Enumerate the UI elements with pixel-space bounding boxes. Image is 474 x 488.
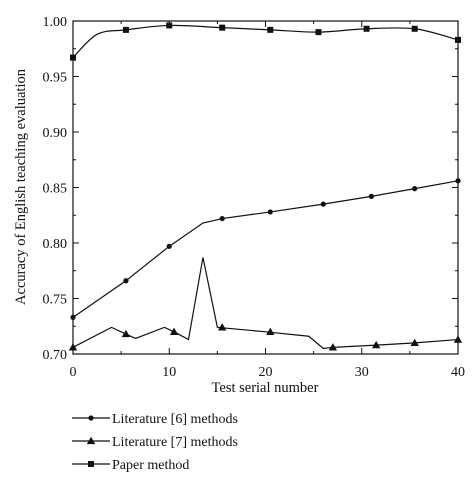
- data-point: [121, 329, 131, 338]
- x-axis-title: Test serial number: [212, 380, 319, 396]
- data-point: [219, 24, 226, 31]
- data-point: [455, 178, 461, 184]
- data-point: [412, 186, 418, 192]
- data-point: [455, 36, 461, 43]
- legend-item: Paper method: [72, 458, 189, 473]
- legend-label: Literature [7] methods: [112, 435, 238, 450]
- series-circle: [70, 178, 461, 320]
- series-line: [72, 257, 459, 350]
- data-point: [411, 25, 418, 32]
- legend-label: Paper method: [112, 458, 189, 473]
- series-line: [72, 24, 459, 59]
- data-point: [266, 327, 275, 335]
- data-point: [166, 22, 173, 29]
- legend-label: Literature [6] methods: [112, 412, 238, 427]
- data-point: [68, 343, 78, 351]
- x-tick-label: 20: [259, 365, 273, 380]
- data-point: [315, 29, 322, 36]
- data-point: [70, 314, 76, 320]
- legend: Literature [6] methods Literature [7] met…: [72, 412, 238, 473]
- x-tick-label: 10: [162, 365, 176, 380]
- series-line: [72, 180, 459, 318]
- legend-item: Literature [6] methods: [72, 412, 238, 427]
- data-point: [70, 54, 76, 61]
- data-point: [122, 26, 129, 33]
- data-point: [328, 343, 338, 351]
- data-point: [453, 335, 463, 343]
- x-tick-label: 0: [70, 365, 77, 380]
- series-layer: [68, 22, 463, 351]
- data-point: [217, 323, 227, 331]
- y-tick-label: 0.95: [43, 71, 68, 86]
- series-triangle: [68, 257, 463, 351]
- y-axis-title: Accuracy of English teaching evaluation: [13, 68, 29, 305]
- data-point: [169, 327, 179, 335]
- x-tick-label: 40: [451, 365, 465, 380]
- data-point: [267, 209, 273, 215]
- legend-marker: [88, 415, 94, 421]
- x-tick-label: 30: [355, 365, 369, 380]
- y-tick-label: 0.75: [43, 293, 68, 308]
- y-tick-label: 1.00: [43, 15, 68, 30]
- data-point: [371, 340, 381, 349]
- data-point: [368, 193, 374, 199]
- data-point: [320, 201, 326, 207]
- y-tick-label: 0.85: [43, 182, 68, 197]
- y-tick-label: 0.90: [43, 126, 68, 141]
- data-point: [363, 25, 370, 32]
- y-tick-label: 0.80: [43, 237, 68, 252]
- axes-group: 0 10 20 30 40 0.70 0.75 0.80 0.85 0.90 0.95 1.00: [43, 15, 466, 380]
- legend-marker: [86, 436, 96, 445]
- legend-item: Literature [7] methods: [72, 435, 238, 450]
- y-tick-label: 0.70: [43, 348, 68, 363]
- data-point: [123, 278, 129, 284]
- data-point: [219, 215, 225, 222]
- plot-area-frame: [72, 20, 459, 355]
- legend-marker: [88, 461, 94, 467]
- series-square: [70, 22, 461, 61]
- data-point: [267, 26, 274, 33]
- data-point: [166, 243, 172, 249]
- data-point: [410, 338, 419, 347]
